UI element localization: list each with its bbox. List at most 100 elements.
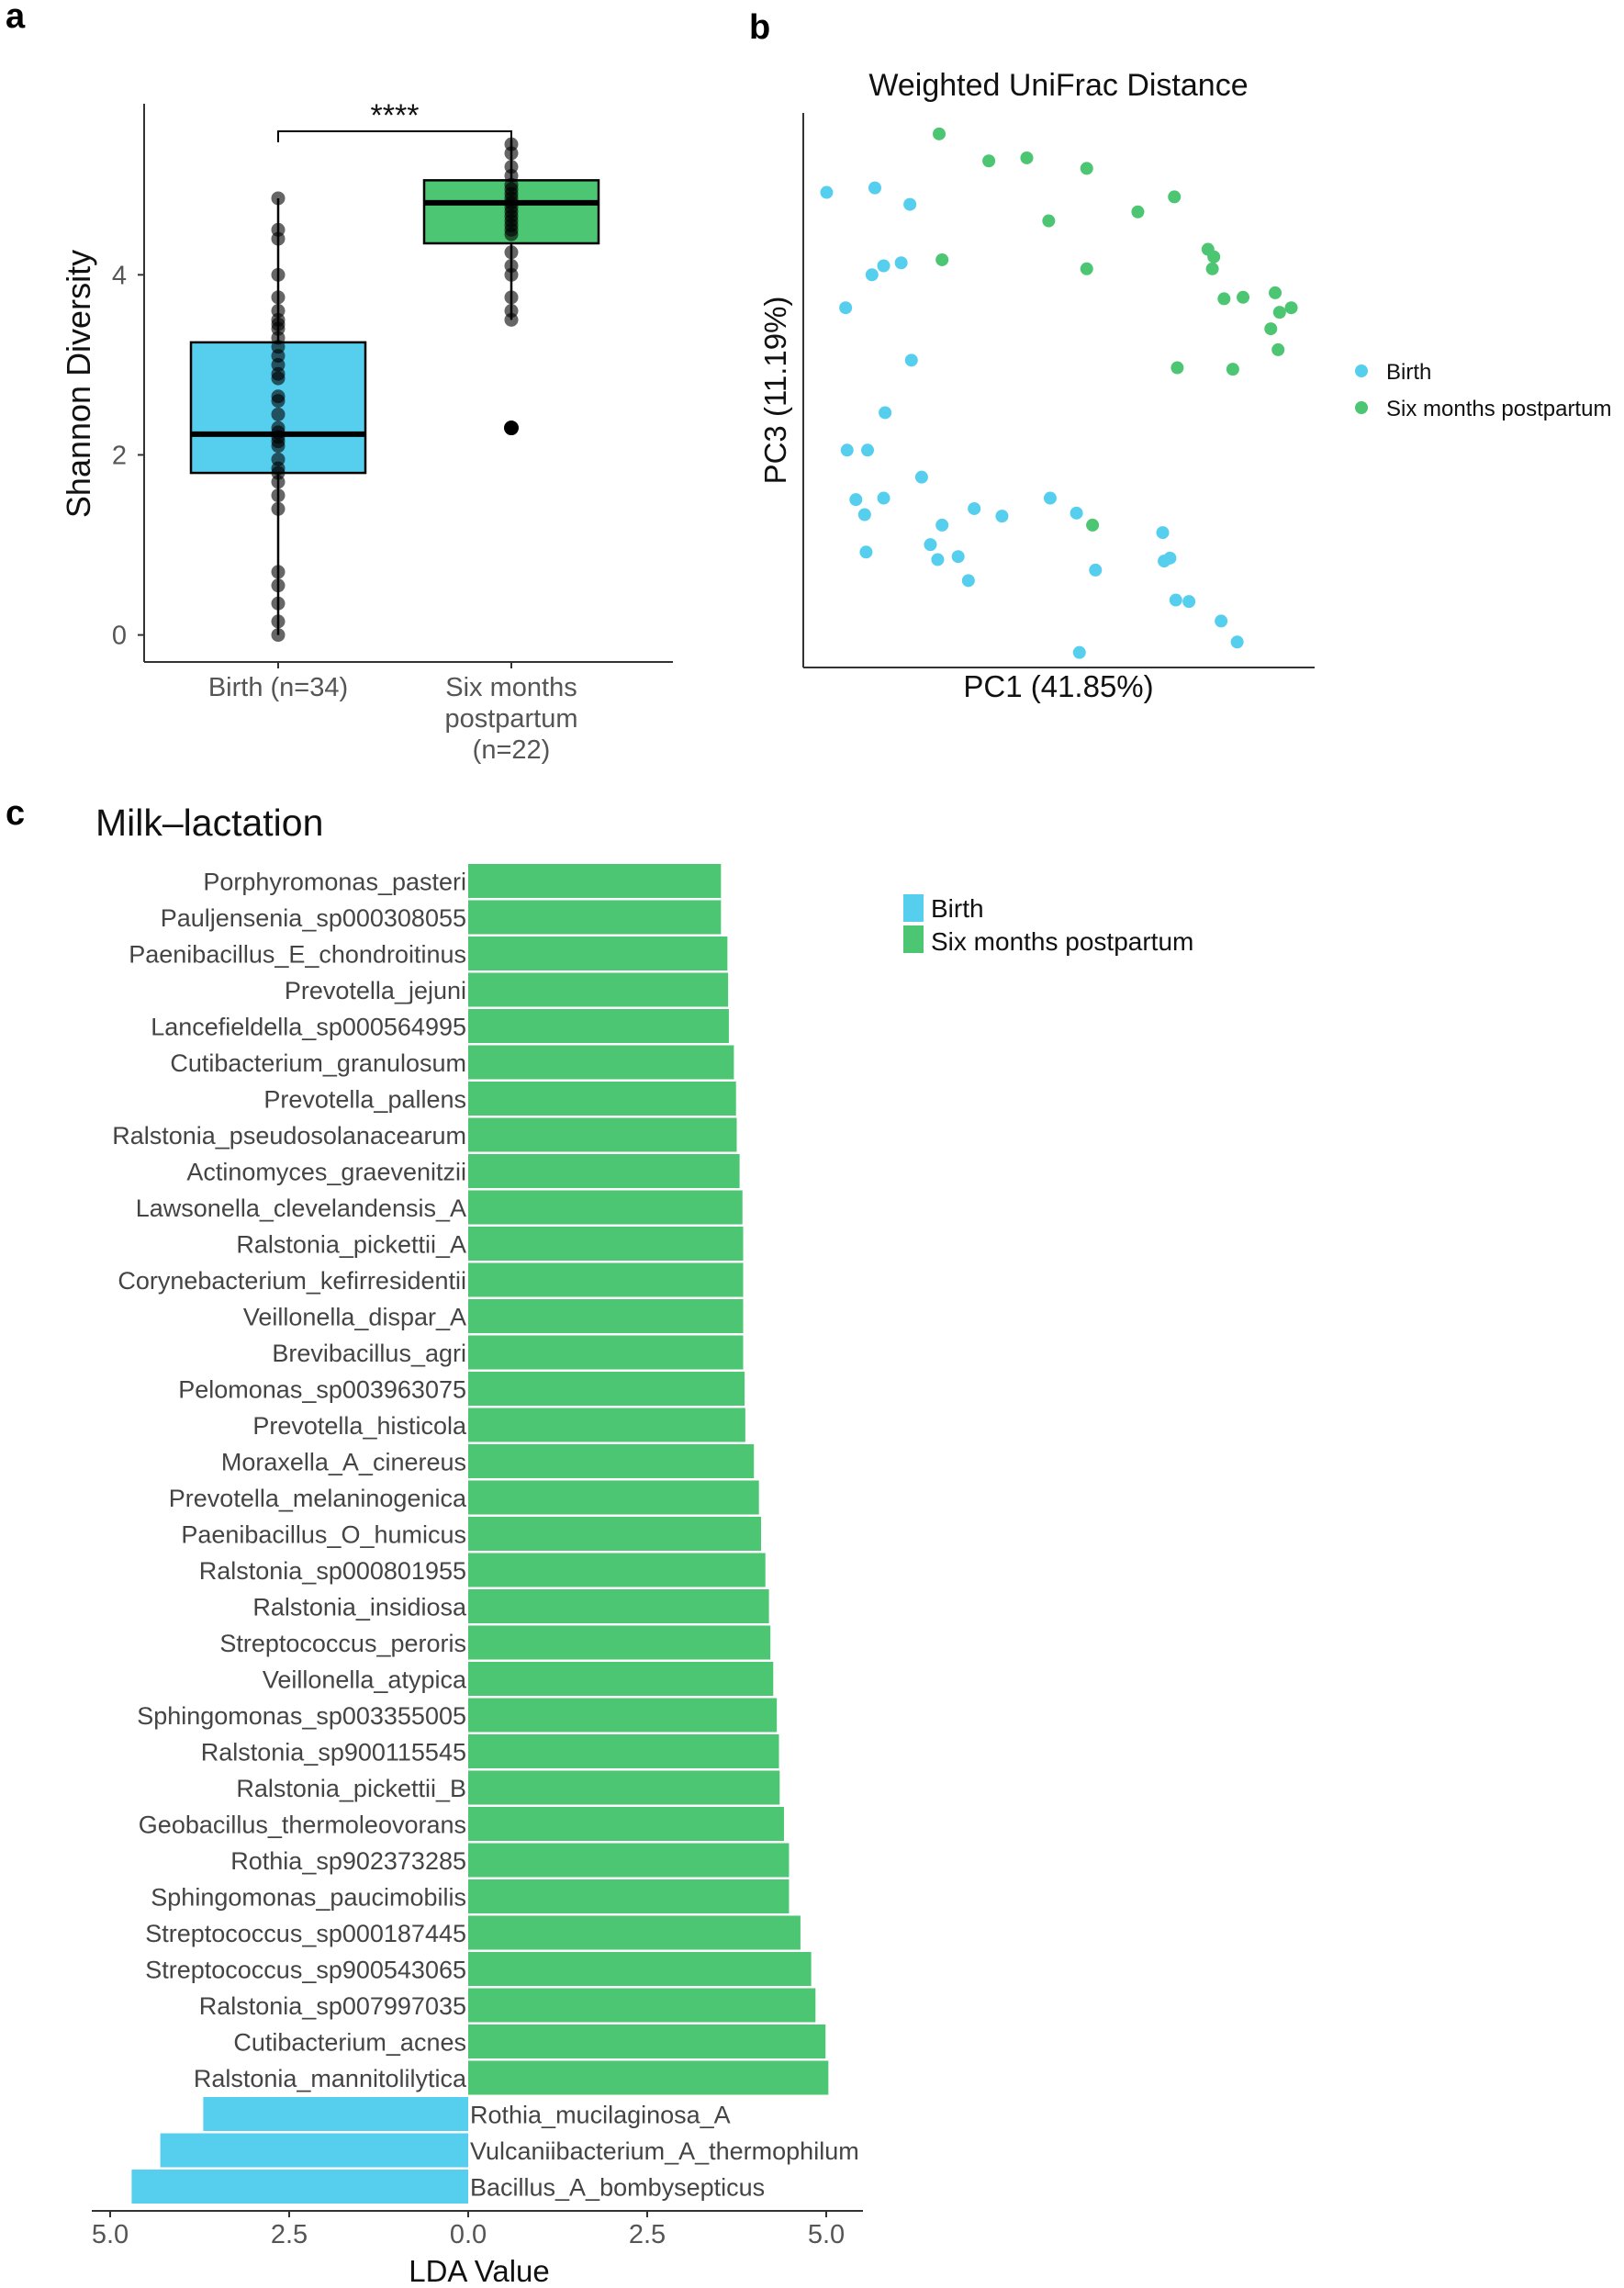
legend-b-six-months-swatch [1355, 401, 1368, 414]
scatter-point-birth [849, 493, 863, 507]
legend-c-six-months-label: Six months postpartum [931, 927, 1193, 956]
scatter-point-birth [879, 406, 892, 420]
panel-b-y-label: PC3 (11.19%) [758, 297, 792, 485]
panel-a-x-tick-label: Six months [445, 673, 577, 702]
scatter-point-birth [840, 443, 854, 457]
lda-bar-label: Paenibacillus_E_chondroitinus [129, 941, 466, 969]
scatter-point-birth [859, 545, 873, 559]
lda-bar-label: Ralstonia_mannitolilytica [194, 2065, 467, 2092]
lda-bar-six-months [468, 1625, 771, 1660]
scatter-point-six-months [1284, 301, 1298, 315]
scatter-point-six-months [1205, 262, 1219, 275]
panel-b-pcoa: Weighted UniFrac Distance PC1 (41.85%) P… [758, 68, 1611, 703]
lda-bar-label: Streptococcus_sp000187445 [145, 1920, 466, 1947]
lda-bar-label: Cutibacterium_granulosum [170, 1049, 466, 1077]
scatter-point-birth [820, 185, 834, 199]
scatter-point-six-months [1080, 162, 1093, 175]
legend-b-birth-label: Birth [1386, 360, 1431, 385]
panel-b-title: Weighted UniFrac Distance [868, 68, 1248, 103]
scatter-point-six-months [1207, 250, 1221, 264]
scatter-point-six-months [1170, 361, 1184, 375]
lda-bar-six-months [468, 1698, 778, 1733]
lda-bar-label: Veillonella_atypica [263, 1666, 467, 1694]
scatter-point-birth [839, 301, 853, 315]
legend-c-six-months-swatch [903, 925, 924, 953]
lda-bar-six-months [468, 1444, 755, 1478]
lda-bar-six-months [468, 864, 722, 898]
jitter-point [271, 421, 286, 435]
scatter-point-birth [935, 518, 949, 532]
lda-bar-label: Ralstonia_pickettii_B [236, 1775, 466, 1802]
scatter-point-birth [1215, 614, 1228, 628]
jitter-point [271, 222, 286, 237]
panel-c-x-label: LDA Value [409, 2254, 550, 2288]
lda-bar-label: Ralstonia_sp900115545 [201, 1739, 466, 1766]
scatter-point-birth [961, 574, 975, 588]
lda-bar-label: Pelomonas_sp003963075 [178, 1376, 466, 1404]
lda-bar-label: Ralstonia_sp007997035 [199, 1992, 466, 2020]
lda-bar-six-months [468, 1335, 744, 1370]
lda-bar-label: Ralstonia_pickettii_A [236, 1231, 466, 1259]
jitter-point [271, 578, 286, 593]
jitter-point [271, 501, 286, 516]
lda-bar-label: Moraxella_A_cinereus [221, 1449, 466, 1476]
scatter-point-birth [865, 268, 879, 282]
lda-bar-six-months [468, 1372, 745, 1406]
scatter-point-six-months [1131, 205, 1145, 219]
scatter-point-birth [1169, 593, 1182, 607]
lda-bar-six-months [468, 1117, 737, 1152]
scatter-point-six-months [1217, 292, 1231, 306]
lda-bar-six-months [468, 1807, 784, 1841]
lda-bar-six-months [468, 1009, 729, 1043]
jitter-point [271, 389, 286, 404]
scatter-point-birth [877, 491, 890, 505]
panel-c-x-tick-label: 5.0 [92, 2220, 129, 2249]
lda-bar-label: Sphingomonas_sp003355005 [137, 1702, 466, 1730]
lda-bar-six-months [468, 1299, 744, 1333]
lda-bar-six-months [468, 1480, 759, 1515]
scatter-point-birth [1070, 506, 1083, 520]
lda-bar-six-months [468, 2024, 826, 2058]
scatter-point-six-months [933, 127, 946, 140]
scatter-point-birth [877, 259, 890, 273]
scatter-point-birth [1156, 526, 1170, 540]
jitter-point [504, 304, 519, 319]
jitter-point [271, 267, 286, 282]
outlier-point [504, 421, 519, 436]
legend-c-birth-swatch [903, 894, 924, 922]
scatter-point-birth [995, 510, 1009, 523]
lda-bar-six-months [468, 1517, 762, 1551]
lda-bar-six-months [468, 972, 729, 1007]
lda-bar-label: Veillonella_dispar_A [243, 1304, 466, 1331]
lda-bar-six-months [468, 1988, 816, 2023]
scatter-point-birth [904, 353, 918, 367]
scatter-point-six-months [1226, 363, 1239, 376]
jitter-point [271, 596, 286, 611]
panel-c-x-tick-label: 2.5 [271, 2220, 308, 2249]
jitter-point [271, 488, 286, 503]
lda-bar-six-months [468, 1734, 779, 1768]
jitter-point [504, 160, 519, 174]
lda-bar-six-months [468, 1879, 790, 1913]
jitter-point [271, 614, 286, 629]
panel-letter-a: a [6, 0, 26, 36]
scatter-point-birth [903, 197, 917, 211]
panel-c-x-tick-label: 5.0 [808, 2220, 845, 2249]
panel-a-boxplot: 0 2 4 Birth (n=34) Six monthspostpartum(n=22… [60, 98, 673, 765]
lda-bar-label: Streptococcus_peroris [219, 1630, 466, 1657]
legend-b-six-months-label: Six months postpartum [1386, 397, 1611, 421]
lda-bar-six-months [468, 900, 722, 935]
legend-c-birth-label: Birth [931, 894, 984, 923]
lda-bar-six-months [468, 1045, 734, 1080]
lda-bar-label: Paenibacillus_O_humicus [181, 1521, 466, 1549]
panel-a-x-tick-label: postpartum [444, 704, 577, 734]
scatter-point-birth [868, 181, 881, 195]
lda-bar-label: Ralstonia_sp000801955 [199, 1557, 466, 1585]
lda-bar-birth [203, 2097, 468, 2131]
lda-bar-label: Ralstonia_pseudosolanacearum [112, 1122, 466, 1150]
lda-bar-label: Lawsonella_clevelandensis_A [136, 1194, 466, 1222]
jitter-point [504, 259, 519, 274]
jitter-point [271, 407, 286, 421]
lda-bar-label: Ralstonia_insidiosa [252, 1594, 467, 1621]
